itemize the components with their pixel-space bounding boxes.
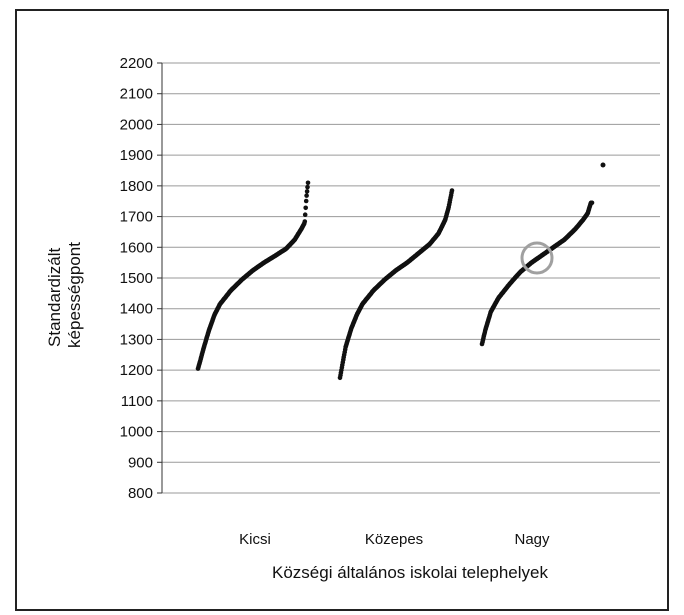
data-point: [304, 193, 309, 198]
y-tick-label: 1600: [120, 239, 153, 256]
data-point: [305, 184, 310, 190]
y-axis-label-line-1: Standardizált: [45, 247, 64, 347]
data-point: [302, 212, 308, 217]
y-tick-label: 1800: [120, 178, 153, 195]
y-axis-label: Standardizált képességpont: [45, 242, 84, 348]
data-point: [302, 219, 308, 224]
y-tick-label: 900: [128, 454, 153, 471]
chart-frame: [15, 9, 669, 611]
category-labels: Kicsi Közepes Nagy: [239, 531, 550, 548]
highlight-circle: [520, 241, 554, 275]
data-point: [303, 205, 309, 211]
category-label: Nagy: [514, 531, 550, 548]
data-point: [304, 189, 310, 194]
y-tick-label: 1400: [120, 301, 153, 318]
y-tick-label: 1100: [121, 393, 153, 410]
y-tick-label: 1000: [120, 424, 153, 441]
y-tick-label: 2000: [120, 116, 153, 133]
y-tick-label: 1300: [120, 331, 153, 348]
y-tick-label: 2200: [120, 55, 153, 72]
y-tick-label: 1200: [120, 362, 153, 379]
y-tick-label: 800: [128, 485, 153, 502]
y-axis: 800 900 1000 1100 1200 1300 1400 1500 1600 1700 18…: [120, 55, 163, 502]
data-points: [195, 162, 606, 381]
gridlines: [162, 62, 660, 494]
data-point: [303, 198, 309, 204]
y-tick-label: 1900: [120, 147, 153, 164]
y-tick-label: 1700: [120, 209, 153, 226]
x-axis-label: Községi általános iskolai telephelyek: [272, 563, 548, 582]
outlier-point: [600, 162, 606, 168]
y-tick-label: 1500: [120, 270, 153, 287]
y-axis-label-line-2: képességpont: [65, 242, 84, 348]
data-point: [449, 188, 455, 193]
data-point: [305, 180, 311, 186]
category-label: Közepes: [365, 531, 423, 548]
category-label: Kicsi: [239, 531, 271, 548]
data-point: [589, 200, 595, 206]
y-tick-label: 2100: [120, 86, 153, 103]
